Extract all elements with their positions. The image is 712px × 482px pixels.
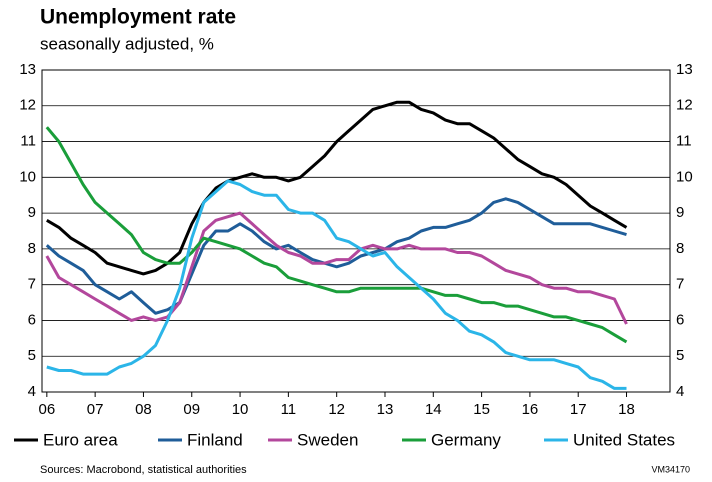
plot-frame [41,69,671,393]
x-tick-label: 08 [135,401,152,418]
y-tick-label: 5 [28,347,36,364]
x-tick-label: 09 [183,401,200,418]
y-tick-label: 6 [28,311,36,328]
y-tick-label: 10 [19,168,36,185]
source: Sources: Macrobond, statistical authorit… [40,464,247,476]
x-tick-label: 16 [522,401,539,418]
y2-tick-label: 13 [676,61,693,78]
y2-tick-label: 5 [676,347,684,364]
x-tick-label: 07 [87,401,104,418]
y2-tick-label: 8 [676,240,684,257]
y-tick-label: 8 [28,240,36,257]
series-line [46,179,627,390]
y-tick-label: 13 [19,61,36,78]
x-tick-label: 15 [473,401,490,418]
y2-tick-label: 6 [676,311,684,328]
x-tick-label: 06 [38,401,55,418]
x-tick-label: 17 [570,401,587,418]
y2-tick-label: 4 [676,383,684,400]
y2-tick-label: 7 [676,276,684,293]
series-line [45,126,628,344]
legend-label: Germany [431,430,501,449]
chart-subtitle: seasonally adjusted, % [40,34,214,53]
series-line [45,197,627,315]
legend-label: Finland [187,430,243,449]
x-tick-label: 18 [618,401,635,418]
y-tick-label: 9 [28,204,36,221]
y2-tick-label: 12 [676,97,693,114]
x-tick-label: 10 [232,401,249,418]
x-tick-label: 12 [328,401,345,418]
legend-label: Euro area [43,430,118,449]
x-tick-label: 13 [377,401,394,418]
legend-label: United States [573,430,675,449]
x-tick-label: 14 [425,401,442,418]
y2-tick-label: 9 [676,204,684,221]
series-line [46,100,628,276]
x-tick-label: 11 [281,401,297,418]
note: VM34170 [651,464,690,474]
series-line [45,211,628,325]
y-tick-label: 11 [20,133,36,150]
chart-title: Unemployment rate [40,6,236,29]
y-tick-label: 7 [28,276,36,293]
y-tick-label: 12 [19,97,36,114]
y2-tick-label: 11 [676,133,692,150]
legend-label: Sweden [297,430,358,449]
y-tick-label: 4 [28,383,36,400]
y2-tick-label: 10 [676,168,693,185]
